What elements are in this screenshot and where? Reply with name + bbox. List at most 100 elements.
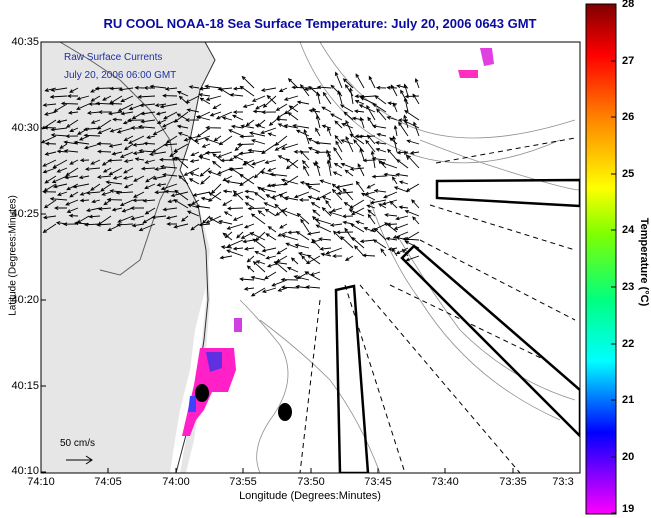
current-vector-arrow xyxy=(78,175,90,180)
current-vector-arrow xyxy=(154,167,167,171)
current-vector-arrow xyxy=(176,124,189,129)
current-vector-arrow xyxy=(139,103,156,108)
current-vector-arrow xyxy=(375,85,387,90)
current-vector-arrow xyxy=(319,246,332,251)
current-vector-arrow xyxy=(366,104,376,121)
current-vector-arrow xyxy=(293,275,310,281)
current-vector-arrow xyxy=(240,124,255,129)
current-vector-arrow xyxy=(387,148,398,161)
current-vector-arrow xyxy=(178,175,189,185)
current-vector-arrow xyxy=(250,213,266,225)
current-vector-arrow xyxy=(404,209,420,217)
current-vector-arrow xyxy=(395,247,409,255)
current-vector-arrow xyxy=(222,189,233,194)
current-vector-arrow xyxy=(354,100,365,105)
current-vector-arrow xyxy=(44,175,57,184)
current-vector-arrow xyxy=(343,202,354,209)
current-vector-arrow xyxy=(295,129,310,137)
current-vector-arrow xyxy=(264,208,277,217)
current-vector-arrow xyxy=(226,223,244,230)
current-vector-arrow xyxy=(322,91,332,105)
current-vector-arrow xyxy=(295,231,310,241)
x-tick-label: 74:00 xyxy=(162,476,190,488)
current-vector-arrow xyxy=(49,196,68,201)
current-vector-arrow xyxy=(88,214,101,219)
current-vector-arrow xyxy=(154,190,167,195)
current-vector-arrow xyxy=(306,231,321,236)
current-vector-arrow xyxy=(350,223,365,233)
current-vector-arrow xyxy=(76,95,90,101)
current-vector-arrow xyxy=(122,175,134,180)
current-vector-arrow xyxy=(65,167,79,177)
current-vector-arrow xyxy=(398,205,409,210)
current-vector-arrow xyxy=(330,113,343,121)
current-vector-arrow xyxy=(252,260,266,273)
x-tick-label: 73:50 xyxy=(297,476,325,488)
current-vector-arrow xyxy=(67,110,79,115)
current-vector-arrow xyxy=(315,114,321,129)
current-vector-arrow xyxy=(400,89,409,105)
current-vector-arrow xyxy=(128,135,145,144)
current-vector-arrow xyxy=(259,170,277,177)
current-vector-arrow xyxy=(195,204,211,209)
axis-ticks xyxy=(40,41,581,473)
current-vector-arrow xyxy=(261,110,277,115)
current-vector-arrow xyxy=(163,111,178,120)
colorbar-tick-label: 25 xyxy=(622,168,635,180)
current-vector-arrow xyxy=(402,237,420,242)
current-vector-arrow xyxy=(369,199,387,205)
current-vector-arrow xyxy=(144,183,156,190)
current-vector-arrow xyxy=(123,159,134,163)
current-vector-arrow xyxy=(43,199,57,209)
current-vector-arrow xyxy=(260,87,277,92)
current-vector-arrow xyxy=(349,199,365,209)
current-vector-arrow xyxy=(280,178,299,185)
current-vector-arrow xyxy=(134,157,145,162)
current-vector-arrow xyxy=(314,140,332,145)
current-vector-arrow xyxy=(404,150,409,161)
current-vector-arrow xyxy=(277,155,288,161)
current-vector-arrow xyxy=(403,120,420,129)
current-vector-arrow xyxy=(144,159,156,164)
y-axis-label: Latitude (Degrees:Minutes) xyxy=(7,195,19,316)
current-vector-arrow xyxy=(250,275,266,281)
current-vector-arrow xyxy=(375,147,387,153)
current-vector-arrow xyxy=(196,127,211,138)
current-vector-arrow xyxy=(79,158,90,163)
current-vector-arrow xyxy=(277,123,288,129)
current-vector-arrow xyxy=(66,207,79,213)
current-vector-arrow xyxy=(232,110,244,115)
current-vector-arrow xyxy=(149,84,167,89)
current-vector-arrow xyxy=(330,84,343,97)
current-vector-arrow xyxy=(115,190,134,195)
current-vector-arrow xyxy=(370,150,376,169)
sst-patch-south-blue2 xyxy=(188,396,196,412)
current-vector-arrow xyxy=(205,125,222,130)
current-vector-arrow xyxy=(44,141,57,146)
current-vector-arrow xyxy=(133,175,145,182)
current-vector-arrow xyxy=(406,154,420,169)
current-vector-arrow xyxy=(243,223,255,229)
current-vector-arrow xyxy=(368,75,376,89)
current-vector-arrow xyxy=(413,121,420,137)
current-vector-arrow xyxy=(90,95,101,102)
current-vector-arrow xyxy=(98,110,112,115)
current-vector-arrow xyxy=(102,167,112,173)
current-vector-arrow xyxy=(96,222,112,227)
current-vector-arrow xyxy=(348,209,365,217)
current-vector-arrow xyxy=(42,159,57,167)
current-vector-arrow xyxy=(209,111,222,117)
current-vector-arrow xyxy=(65,199,79,206)
current-vectors xyxy=(41,71,420,297)
current-vector-arrow xyxy=(146,135,156,140)
current-vector-arrow xyxy=(251,159,266,166)
current-vector-arrow xyxy=(97,127,112,134)
current-vector-arrow xyxy=(111,207,123,212)
current-vector-arrow xyxy=(220,158,233,163)
current-vector-arrow xyxy=(166,222,177,226)
current-vector-arrow xyxy=(380,161,398,169)
current-vector-arrow xyxy=(208,217,222,225)
current-vector-arrow xyxy=(198,86,211,91)
current-vector-arrow xyxy=(285,158,299,169)
current-vector-arrow xyxy=(49,94,68,99)
